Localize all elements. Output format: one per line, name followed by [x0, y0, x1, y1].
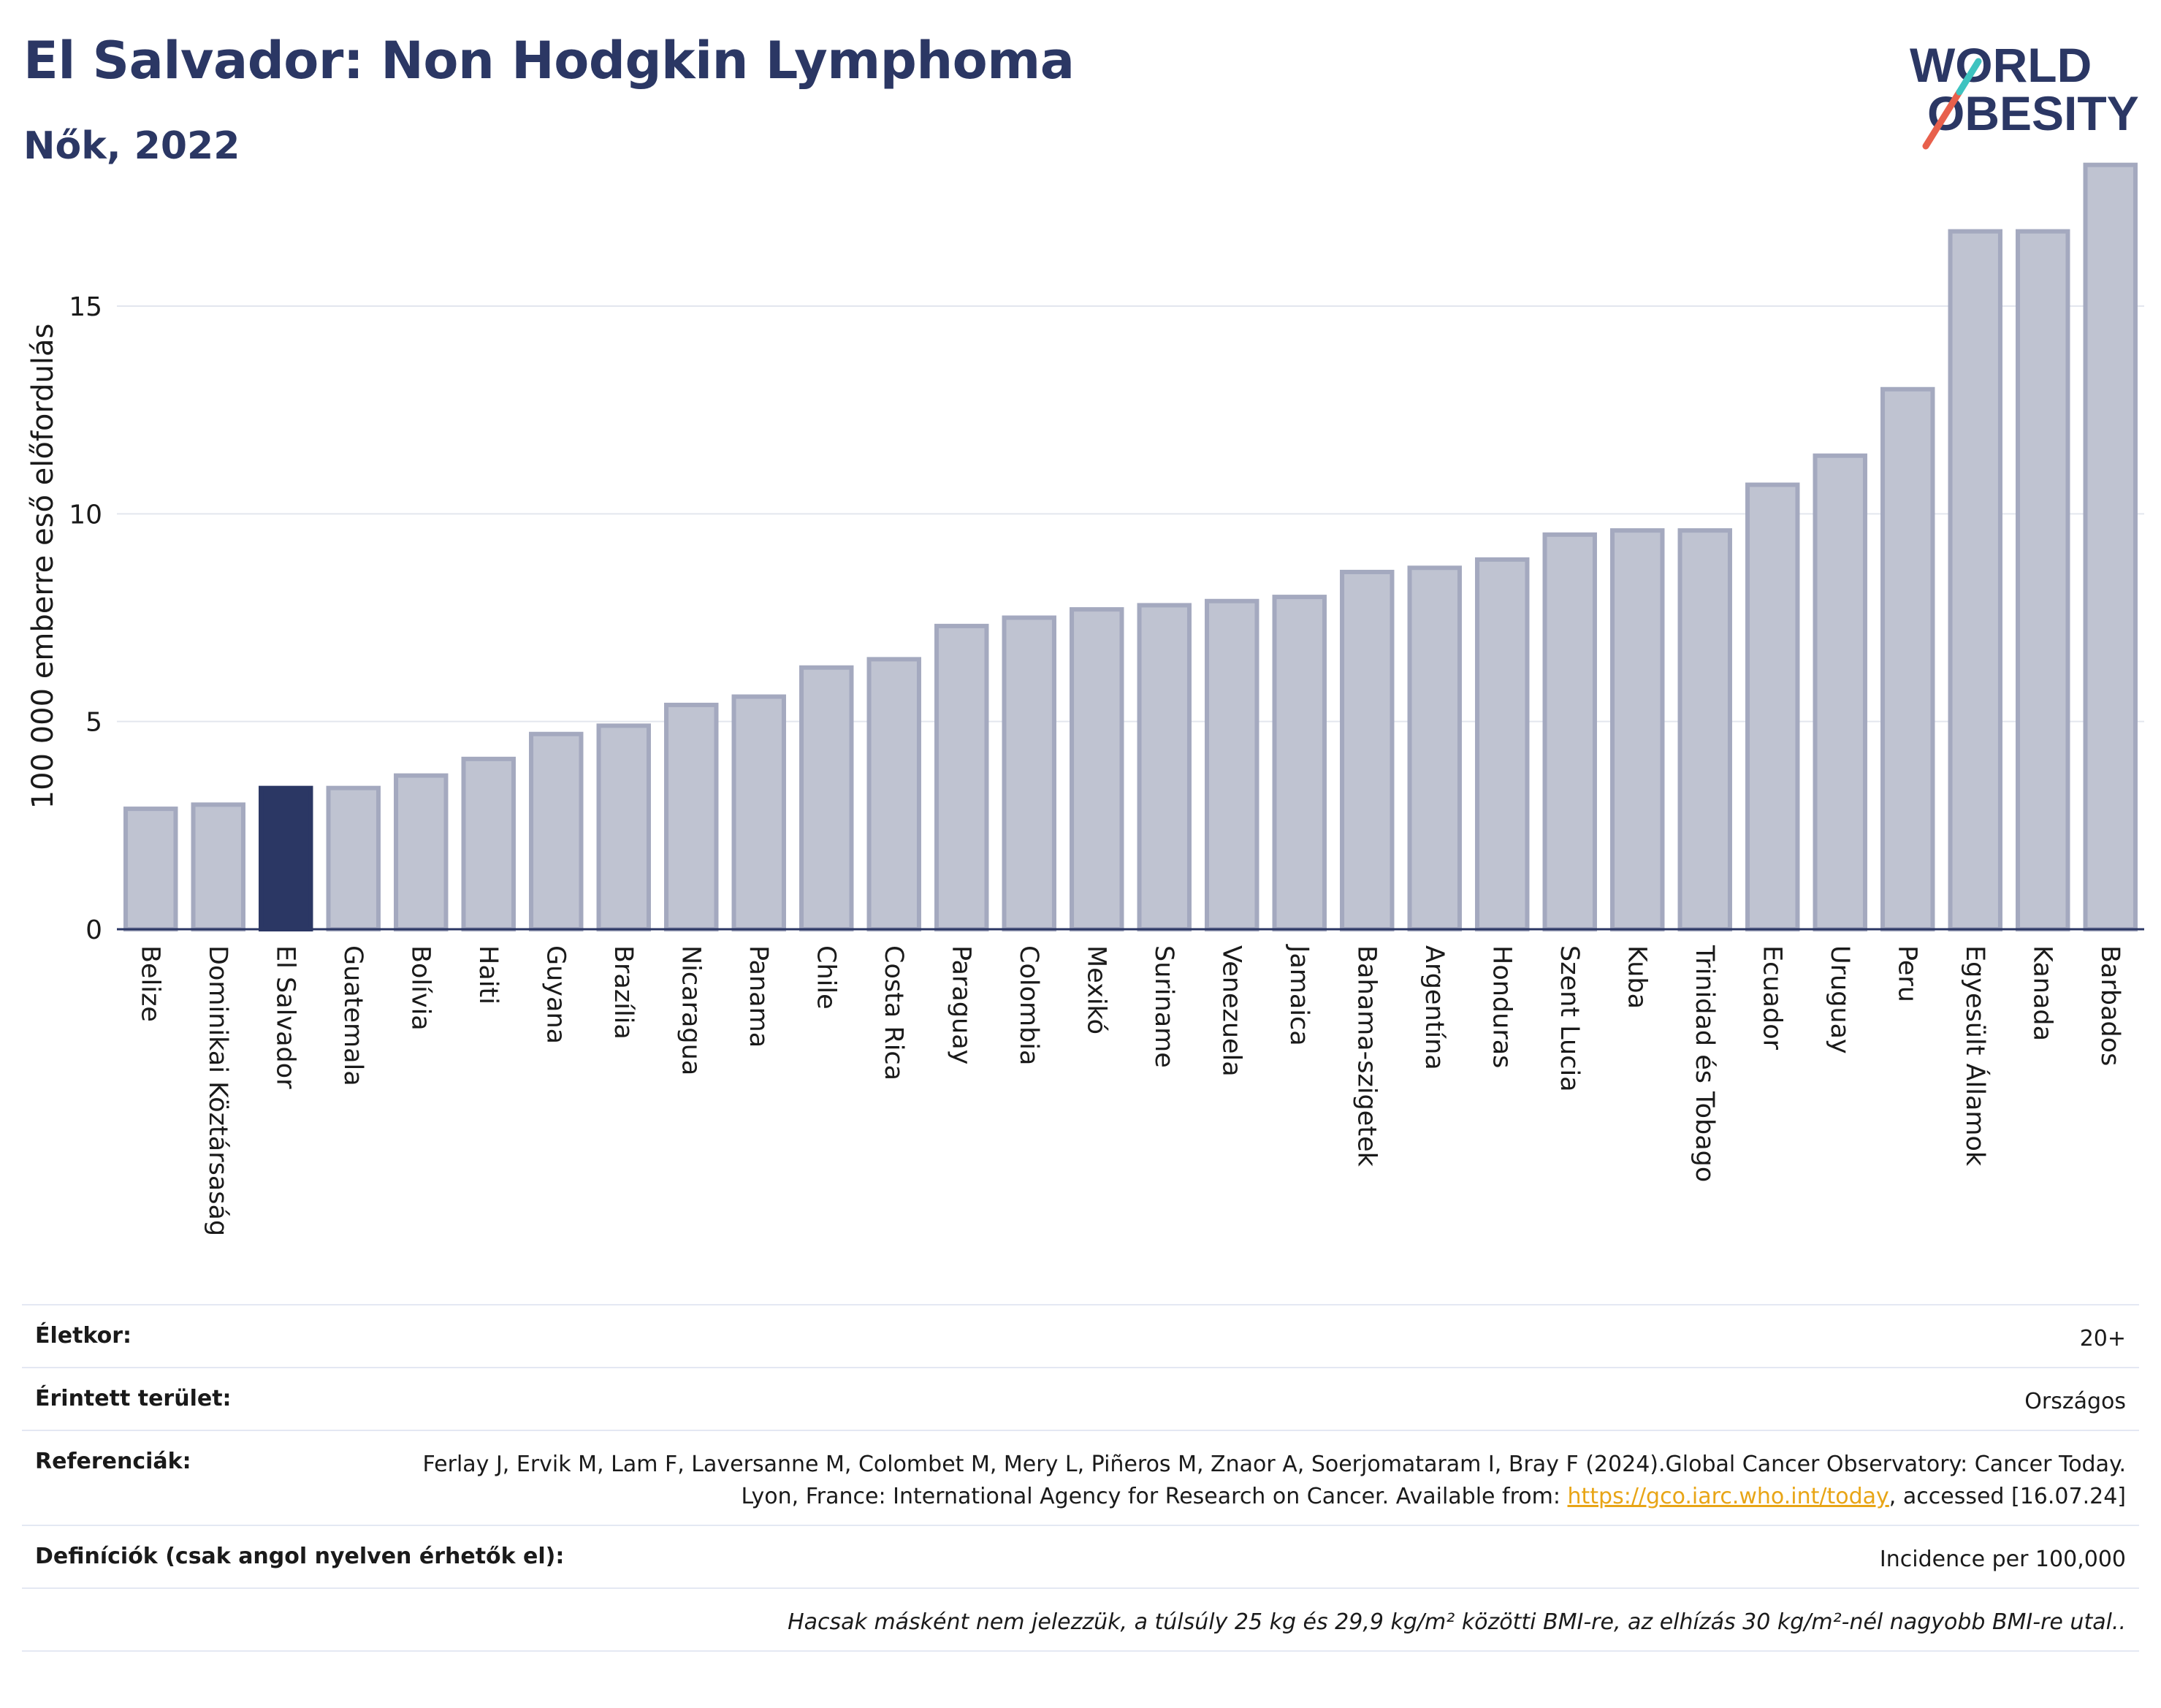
- bar-ecuador[interactable]: [1745, 482, 1800, 931]
- bars: [123, 162, 2138, 932]
- chart-title: El Salvador: Non Hodgkin Lymphoma: [23, 31, 1075, 91]
- bar-dominikai-köztársaság[interactable]: [191, 802, 245, 931]
- x-tick-label: Kuba: [1622, 945, 1651, 1009]
- age-value: 20+: [2079, 1326, 2126, 1351]
- bar-mexikó[interactable]: [1070, 607, 1124, 932]
- logo-slash-teal: [1956, 58, 1982, 96]
- bar-el-salvador[interactable]: [259, 785, 313, 931]
- bar-suriname[interactable]: [1137, 603, 1192, 931]
- bar-guatemala[interactable]: [326, 785, 381, 931]
- bar-argentína[interactable]: [1407, 565, 1462, 932]
- info-row-note: Hacsak másként nem jelezzük, a túlsúly 2…: [22, 1587, 2139, 1652]
- x-tick-label: Barbados: [2095, 945, 2124, 1066]
- x-tick-label: Colombia: [1014, 945, 1043, 1065]
- bar-paraguay[interactable]: [934, 623, 989, 931]
- x-tick-label: Szent Lucia: [1555, 945, 1584, 1092]
- logo-line-world: WORLD: [1910, 38, 2092, 92]
- x-tick-label: Bolívia: [405, 945, 435, 1031]
- bar-uruguay[interactable]: [1813, 453, 1867, 931]
- x-tick-label: Paraguay: [946, 945, 975, 1064]
- y-tick-label: 10: [69, 500, 102, 530]
- references-label: Referenciák:: [35, 1449, 191, 1474]
- x-tick-label: Brazília: [609, 945, 638, 1040]
- bar-kuba[interactable]: [1610, 528, 1665, 931]
- x-tick-label: Kanada: [2027, 945, 2057, 1041]
- bar-haiti[interactable]: [461, 756, 516, 931]
- x-tick-label: Argentína: [1419, 945, 1449, 1070]
- bar-honduras[interactable]: [1475, 557, 1530, 931]
- y-tick-label: 5: [85, 708, 102, 738]
- x-tick-label: Egyesült Államok: [1960, 945, 1991, 1167]
- bar-belize[interactable]: [123, 807, 178, 932]
- grid-lines: [117, 305, 2144, 723]
- bar-barbados[interactable]: [2083, 162, 2138, 931]
- x-tick-label: Venezuela: [1216, 945, 1246, 1077]
- x-tick-label: Ecuador: [1757, 945, 1786, 1051]
- x-tick-label: Guyana: [541, 945, 570, 1044]
- area-label: Érintett terület:: [35, 1386, 232, 1411]
- x-tick-label: Peru: [1892, 945, 1921, 1002]
- info-table: Életkor: 20+ Érintett terület: Országos …: [22, 1304, 2139, 1652]
- x-tick-label: Trinidad és Tobago: [1690, 945, 1719, 1182]
- bar-panama[interactable]: [731, 694, 786, 931]
- axes: 0 5 10 15 Belize Dominikai Köztársaság El Salv…: [69, 292, 2144, 1236]
- definitions-value: Incidence per 100,000: [1879, 1547, 2126, 1572]
- bar-chart: 0 5 10 15 Belize Dominikai Köztársaság El Salv…: [26, 162, 2144, 1236]
- reference-text: Ferlay J, Ervik M, Lam F, Laversanne M, …: [422, 1452, 2126, 1509]
- x-tick-label: Haiti: [473, 945, 503, 1004]
- bar-trinidad-és-tobago[interactable]: [1677, 528, 1732, 931]
- reference-link[interactable]: https://gco.iarc.who.int/today: [1567, 1484, 1889, 1509]
- info-row-definitions: Definíciók (csak angol nyelven érhetők e…: [22, 1525, 2139, 1587]
- info-row-age: Életkor: 20+: [22, 1304, 2139, 1367]
- x-tick-label: Chile: [811, 945, 840, 1010]
- reference-accessed: , accessed [16.07.24]: [1889, 1484, 2126, 1509]
- bar-chile[interactable]: [799, 665, 854, 931]
- x-tick-label: Honduras: [1487, 945, 1516, 1068]
- bar-colombia[interactable]: [1002, 615, 1056, 931]
- bar-venezuela[interactable]: [1205, 598, 1259, 931]
- bar-szent-lucia[interactable]: [1542, 532, 1597, 931]
- x-tick-label: Dominikai Köztársaság: [203, 945, 232, 1236]
- y-axis-label: 100 000 emberre eső előfordulás: [26, 324, 60, 809]
- bar-costa-rica[interactable]: [866, 657, 921, 931]
- bar-nicaragua[interactable]: [664, 702, 719, 932]
- x-tick-label: Panama: [744, 945, 773, 1048]
- info-row-references: Referenciák: Ferlay J, Ervik M, Lam F, L…: [22, 1430, 2139, 1525]
- area-value: Országos: [2024, 1389, 2126, 1414]
- info-row-area: Érintett terület: Országos: [22, 1367, 2139, 1430]
- x-tick-label: Uruguay: [1825, 945, 1854, 1054]
- bar-brazília[interactable]: [596, 723, 651, 932]
- bar-bolívia[interactable]: [394, 773, 449, 931]
- bar-jamaica[interactable]: [1272, 595, 1327, 931]
- age-label: Életkor:: [35, 1323, 132, 1349]
- logo-slash-red: [1922, 88, 1963, 150]
- references-value: Ferlay J, Ervik M, Lam F, Laversanne M, …: [387, 1449, 2126, 1513]
- x-tick-label: Suriname: [1149, 945, 1178, 1068]
- bar-bahama-szigetek[interactable]: [1340, 569, 1395, 931]
- footnote: Hacsak másként nem jelezzük, a túlsúly 2…: [788, 1609, 2126, 1635]
- bar-egyesült-államok[interactable]: [1948, 229, 2002, 931]
- bar-kanada[interactable]: [2016, 229, 2070, 931]
- x-tick-label: Nicaragua: [676, 945, 705, 1075]
- y-tick-label: 0: [85, 915, 102, 945]
- logo-line-obesity: OBESITY: [1927, 86, 2139, 140]
- bar-peru[interactable]: [1880, 386, 1935, 931]
- bar-guyana[interactable]: [529, 731, 584, 931]
- chart-subtitle: Nők, 2022: [23, 124, 240, 168]
- x-tick-label: Bahama-szigetek: [1352, 945, 1381, 1167]
- world-obesity-logo: WORLD OBESITY: [1910, 38, 2139, 150]
- x-tick-label: El Salvador: [270, 945, 300, 1089]
- x-tick-label: Mexikó: [1081, 945, 1110, 1034]
- x-tick-label: Guatemala: [338, 945, 367, 1086]
- y-tick-label: 15: [69, 292, 102, 322]
- x-tick-label: Belize: [135, 945, 164, 1022]
- definitions-label: Definíciók (csak angol nyelven érhetők e…: [35, 1544, 565, 1569]
- x-tick-label: Costa Rica: [879, 945, 908, 1080]
- x-tick-label: Jamaica: [1284, 944, 1314, 1046]
